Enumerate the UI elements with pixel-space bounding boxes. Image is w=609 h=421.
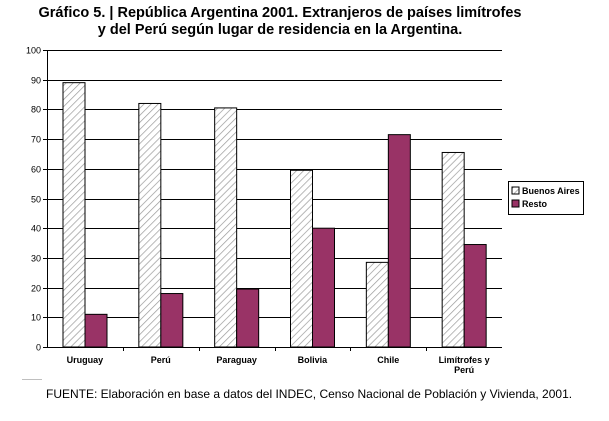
- x-tick-label: Perú: [151, 355, 171, 365]
- bar-resto: [463, 244, 487, 348]
- axes: [43, 50, 502, 351]
- y-tick-label: 90: [31, 76, 41, 86]
- y-tick-label: 50: [31, 195, 41, 205]
- x-tick-label: Limítrofes y Perú: [439, 355, 490, 375]
- bar-buenos-aires: [290, 169, 313, 348]
- x-tick-label: Chile: [377, 355, 399, 365]
- source-note: FUENTE: Elaboración en base a datos del …: [46, 387, 573, 401]
- legend-swatch: [511, 186, 520, 195]
- y-tick-label: 40: [31, 224, 41, 234]
- x-tick-label: Bolivia: [298, 355, 329, 365]
- y-tick-label: 100: [26, 46, 41, 56]
- y-tick-label: 80: [31, 105, 41, 115]
- y-tick-label: 70: [31, 135, 41, 145]
- bar-resto: [160, 293, 184, 348]
- x-tick-label: Paraguay: [216, 355, 257, 365]
- y-tick-label: 60: [31, 165, 41, 175]
- chart-title: Gráfico 5. | República Argentina 2001. E…: [0, 5, 560, 39]
- bar-buenos-aires: [214, 107, 238, 348]
- bar-resto: [84, 313, 108, 348]
- y-tick-label: 0: [36, 343, 41, 353]
- chart-title-line-1: Gráfico 5. | República Argentina 2001. E…: [38, 5, 522, 21]
- y-tick-label: 20: [31, 284, 41, 294]
- source-divider: [22, 379, 42, 380]
- legend-label: Resto: [522, 199, 548, 209]
- chart-title-line-2: y del Perú según lugar de residencia en …: [97, 22, 463, 38]
- legend-box: [508, 181, 584, 215]
- bar-buenos-aires: [441, 151, 465, 348]
- y-tick-label: 10: [31, 313, 41, 323]
- legend-swatch: [511, 199, 520, 208]
- x-tick-label: Uruguay: [67, 355, 104, 365]
- bar-buenos-aires: [62, 82, 86, 348]
- bar-resto: [312, 227, 335, 348]
- tick-labels: 0 10 20 30 40 50 60 70 80 90 100 Uruguay Perú Paragua…: [26, 46, 490, 376]
- bar-resto: [236, 288, 260, 348]
- bar-resto: [387, 134, 411, 348]
- legend: Buenos Aires Resto: [508, 181, 584, 215]
- gridlines: [47, 50, 502, 318]
- legend-label: Buenos Aires: [522, 186, 580, 196]
- y-tick-label: 30: [31, 254, 41, 264]
- bars: [62, 82, 487, 348]
- bar-buenos-aires: [365, 261, 389, 348]
- bar-buenos-aires: [138, 102, 162, 348]
